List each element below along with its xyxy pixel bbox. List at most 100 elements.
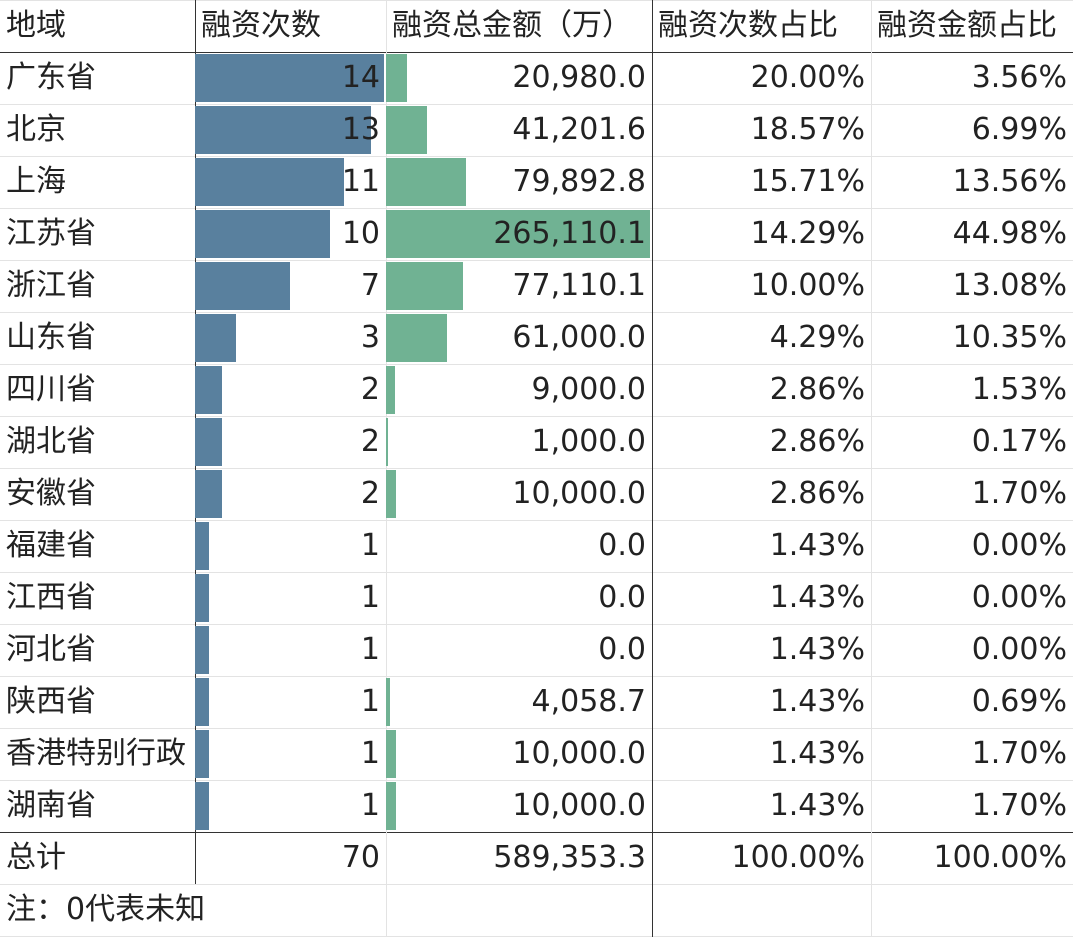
region-cell[interactable]: 山东省 <box>0 312 195 364</box>
count-ratio-cell[interactable]: 2.86% <box>652 416 871 468</box>
amount-cell[interactable]: 10,000.0 <box>386 728 652 780</box>
count-cell[interactable]: 7 <box>195 260 386 312</box>
count-cell[interactable]: 3 <box>195 312 386 364</box>
region-cell[interactable]: 湖北省 <box>0 416 195 468</box>
count-ratio-cell[interactable]: 2.86% <box>652 468 871 520</box>
region-cell[interactable]: 湖南省 <box>0 780 195 832</box>
count-ratio-cell[interactable]: 1.43% <box>652 676 871 728</box>
region-cell[interactable]: 福建省 <box>0 520 195 572</box>
amount-cell[interactable]: 4,058.7 <box>386 676 652 728</box>
amount-cell[interactable]: 61,000.0 <box>386 312 652 364</box>
count-ratio-cell[interactable]: 10.00% <box>652 260 871 312</box>
count-cell[interactable]: 2 <box>195 416 386 468</box>
count-bar <box>195 470 222 518</box>
amount-cell[interactable]: 265,110.1 <box>386 208 652 260</box>
amount-ratio-cell[interactable]: 3.56% <box>871 52 1073 104</box>
count-cell[interactable]: 14 <box>195 52 386 104</box>
count-ratio-cell[interactable]: 14.29% <box>652 208 871 260</box>
region-cell[interactable]: 四川省 <box>0 364 195 416</box>
count-cell[interactable]: 1 <box>195 520 386 572</box>
amount-cell-value: 9,000.0 <box>531 372 646 407</box>
region-cell-value: 香港特别行政 <box>6 736 186 771</box>
count-ratio-cell[interactable]: 2.86% <box>652 364 871 416</box>
total-amount-cell[interactable]: 589,353.3 <box>386 832 652 884</box>
total-count-cell[interactable]: 70 <box>195 832 386 884</box>
count-cell-value: 11 <box>341 164 380 199</box>
amount-ratio-cell[interactable]: 0.17% <box>871 416 1073 468</box>
amount-cell[interactable]: 0.0 <box>386 520 652 572</box>
region-cell[interactable]: 北京 <box>0 104 195 156</box>
count-cell[interactable]: 10 <box>195 208 386 260</box>
count-cell[interactable]: 1 <box>195 676 386 728</box>
count-ratio-cell[interactable]: 18.57% <box>652 104 871 156</box>
region-cell[interactable]: 广东省 <box>0 52 195 104</box>
count-ratio-cell[interactable]: 4.29% <box>652 312 871 364</box>
amount-ratio-cell[interactable]: 13.56% <box>871 156 1073 208</box>
amount-ratio-cell[interactable]: 6.99% <box>871 104 1073 156</box>
header-count[interactable]: 融资次数 <box>195 0 386 52</box>
amount-ratio-cell[interactable]: 0.00% <box>871 624 1073 676</box>
amount-ratio-cell[interactable]: 1.70% <box>871 780 1073 832</box>
count-cell[interactable]: 1 <box>195 572 386 624</box>
amount-ratio-cell[interactable]: 1.70% <box>871 728 1073 780</box>
region-cell[interactable]: 香港特别行政 <box>0 728 195 780</box>
region-cell[interactable]: 陕西省 <box>0 676 195 728</box>
amount-ratio-cell[interactable]: 44.98% <box>871 208 1073 260</box>
header-region[interactable]: 地域 <box>0 0 195 52</box>
total-amount-ratio-cell[interactable]: 100.00% <box>871 832 1073 884</box>
amount-ratio-cell-value: 0.00% <box>971 580 1067 615</box>
region-cell[interactable]: 江苏省 <box>0 208 195 260</box>
amount-ratio-cell[interactable]: 1.53% <box>871 364 1073 416</box>
count-cell[interactable]: 2 <box>195 468 386 520</box>
count-cell[interactable]: 1 <box>195 728 386 780</box>
count-cell[interactable]: 1 <box>195 780 386 832</box>
total-count-ratio-cell[interactable]: 100.00% <box>652 832 871 884</box>
amount-cell[interactable]: 10,000.0 <box>386 468 652 520</box>
header-amount[interactable]: 融资总金额（万） <box>386 0 652 52</box>
count-ratio-cell[interactable]: 1.43% <box>652 780 871 832</box>
note-cell[interactable]: 注：0代表未知 <box>0 884 386 936</box>
amount-cell[interactable]: 0.0 <box>386 624 652 676</box>
count-ratio-cell[interactable]: 1.43% <box>652 624 871 676</box>
region-cell[interactable]: 上海 <box>0 156 195 208</box>
amount-ratio-cell[interactable]: 1.70% <box>871 468 1073 520</box>
amount-cell[interactable]: 79,892.8 <box>386 156 652 208</box>
amount-ratio-cell[interactable]: 10.35% <box>871 312 1073 364</box>
count-cell[interactable]: 11 <box>195 156 386 208</box>
amount-ratio-cell[interactable]: 13.08% <box>871 260 1073 312</box>
region-cell[interactable]: 河北省 <box>0 624 195 676</box>
region-cell[interactable]: 浙江省 <box>0 260 195 312</box>
amount-cell[interactable]: 41,201.6 <box>386 104 652 156</box>
amount-bar <box>386 678 390 726</box>
count-cell[interactable]: 1 <box>195 624 386 676</box>
header-amount-ratio-label: 融资金额占比 <box>877 8 1057 43</box>
row-divider <box>0 416 1073 417</box>
row-divider <box>0 364 1073 365</box>
amount-cell[interactable]: 10,000.0 <box>386 780 652 832</box>
amount-cell[interactable]: 77,110.1 <box>386 260 652 312</box>
total-label-cell[interactable]: 总计 <box>0 832 195 884</box>
count-ratio-cell[interactable]: 1.43% <box>652 572 871 624</box>
amount-cell[interactable]: 9,000.0 <box>386 364 652 416</box>
amount-cell[interactable]: 1,000.0 <box>386 416 652 468</box>
amount-ratio-cell[interactable]: 0.00% <box>871 572 1073 624</box>
count-ratio-cell[interactable]: 1.43% <box>652 520 871 572</box>
header-region-label: 地域 <box>6 8 66 43</box>
count-cell[interactable]: 13 <box>195 104 386 156</box>
region-cell[interactable]: 安徽省 <box>0 468 195 520</box>
region-cell[interactable]: 江西省 <box>0 572 195 624</box>
amount-cell[interactable]: 20,980.0 <box>386 52 652 104</box>
amount-cell[interactable]: 0.0 <box>386 572 652 624</box>
region-cell-value: 浙江省 <box>6 268 96 303</box>
count-ratio-cell-value: 2.86% <box>769 372 865 407</box>
count-ratio-cell[interactable]: 1.43% <box>652 728 871 780</box>
amount-ratio-cell[interactable]: 0.69% <box>871 676 1073 728</box>
amount-cell-value: 20,980.0 <box>512 60 646 95</box>
header-count-ratio[interactable]: 融资次数占比 <box>652 0 871 52</box>
amount-ratio-cell[interactable]: 0.00% <box>871 520 1073 572</box>
count-ratio-cell[interactable]: 20.00% <box>652 52 871 104</box>
header-amount-ratio[interactable]: 融资金额占比 <box>871 0 1073 52</box>
count-cell[interactable]: 2 <box>195 364 386 416</box>
amount-ratio-cell-value: 13.56% <box>952 164 1067 199</box>
count-ratio-cell[interactable]: 15.71% <box>652 156 871 208</box>
